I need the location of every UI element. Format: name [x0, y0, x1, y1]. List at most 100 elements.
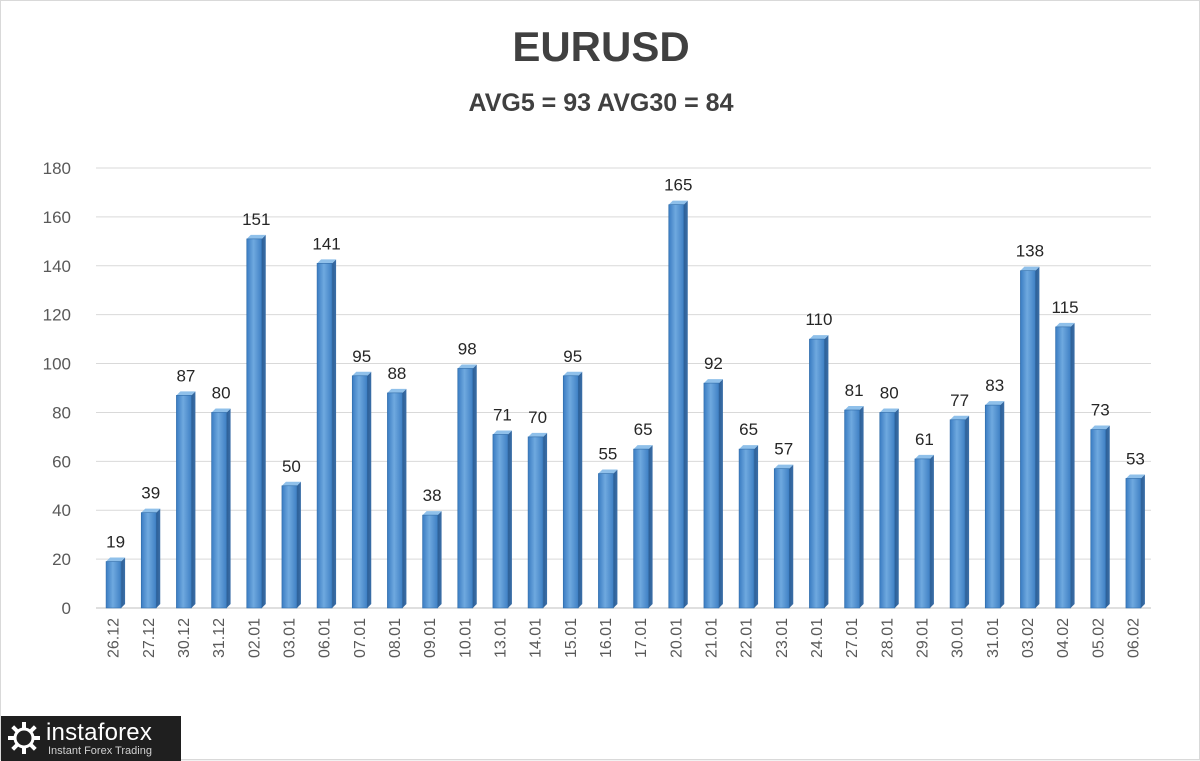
bar-top	[281, 481, 301, 486]
bar	[387, 388, 407, 609]
bar-front	[387, 392, 403, 609]
bar-side	[894, 408, 899, 608]
bar-side	[367, 371, 372, 608]
bar-side	[332, 259, 337, 608]
bar-side	[402, 388, 407, 608]
x-tick-label: 14.01	[528, 618, 545, 658]
bar-top	[879, 408, 899, 413]
data-label: 141	[312, 234, 340, 253]
bar-front	[598, 473, 614, 609]
bar-side	[121, 557, 126, 608]
bar-top	[422, 511, 442, 516]
bar-top	[844, 406, 864, 410]
bar	[176, 391, 196, 609]
data-labels: 19 39 87 80 151 50 141 95 88 38 98 71 70 95 55 65 165 92 6…	[106, 176, 1145, 552]
bar-top	[985, 401, 1005, 406]
x-tick-label: 27.01	[844, 618, 861, 658]
bar-side	[507, 430, 512, 608]
data-label: 61	[915, 430, 934, 449]
bar-front	[949, 419, 966, 609]
data-label: 50	[282, 457, 301, 476]
x-tick-label: 17.01	[633, 618, 650, 658]
bar	[773, 464, 794, 609]
bar	[422, 511, 442, 609]
bar-side	[261, 234, 266, 608]
x-tick-label: 10.01	[457, 618, 474, 658]
data-label: 71	[493, 405, 512, 424]
bar-front	[809, 338, 825, 609]
brand-tagline: Instant Forex Trading	[48, 745, 152, 757]
bars	[105, 200, 1145, 609]
y-tick-label: 120	[43, 306, 71, 325]
data-label: 83	[985, 376, 1004, 395]
x-tick-label: 08.01	[387, 618, 404, 658]
bar-front	[1090, 429, 1107, 609]
x-tick-label: 28.01	[879, 618, 896, 658]
bar	[1055, 322, 1075, 609]
bar-side	[683, 200, 688, 608]
x-tick-label: 06.01	[317, 618, 334, 658]
bar-front	[527, 436, 544, 609]
bar-front	[984, 404, 1001, 609]
bar	[140, 508, 161, 609]
bar-side	[1035, 266, 1040, 608]
bar-front	[281, 485, 298, 609]
bar-top	[914, 454, 934, 459]
bar	[562, 371, 583, 609]
data-label: 80	[212, 383, 231, 402]
x-tick-label: 23.01	[774, 618, 791, 658]
data-label: 138	[1016, 242, 1044, 261]
bar-top	[1020, 266, 1040, 271]
x-tick-label: 30.01	[950, 618, 967, 658]
bar	[316, 259, 337, 609]
bar-top	[528, 432, 548, 437]
data-label: 65	[739, 420, 758, 439]
x-tick-label: 15.01	[563, 618, 580, 658]
data-label: 92	[704, 354, 723, 373]
bar-front	[316, 263, 333, 609]
x-tick-label: 21.01	[703, 618, 720, 658]
x-tick-label: 30.12	[176, 618, 193, 658]
x-tick-label: 29.01	[914, 618, 931, 658]
x-tick-label: 31.12	[211, 618, 228, 658]
y-tick-label: 0	[62, 599, 71, 618]
bar	[105, 557, 126, 609]
x-tick-label: 16.01	[598, 618, 615, 658]
bar-top	[106, 557, 126, 562]
bar-side	[191, 391, 196, 608]
bar	[914, 454, 934, 609]
bar-side	[965, 415, 970, 608]
x-tick-label: 24.01	[809, 618, 826, 658]
y-axis-ticks: 0 20 40 60 80 100 120 140 160 180	[43, 159, 71, 618]
x-tick-label: 07.01	[352, 618, 369, 658]
bar	[598, 469, 618, 609]
y-tick-label: 100	[43, 355, 71, 374]
bar-side	[1105, 425, 1110, 608]
bar-side	[929, 454, 934, 608]
bar-top	[563, 371, 583, 376]
bar-top	[703, 379, 723, 384]
data-label: 19	[106, 533, 125, 552]
bar-side	[754, 445, 759, 608]
bar	[949, 415, 970, 609]
data-label: 57	[774, 440, 793, 459]
bar-top	[457, 364, 477, 369]
bar-front	[562, 375, 579, 609]
bar	[281, 481, 301, 609]
bar-top	[246, 234, 266, 239]
bar-top	[598, 469, 618, 474]
data-label: 53	[1126, 449, 1145, 468]
x-tick-label: 05.02	[1090, 618, 1107, 658]
bar-top	[1090, 425, 1110, 430]
bar-front	[879, 412, 896, 609]
bar-top	[317, 259, 337, 264]
bar-front	[422, 514, 438, 609]
bar	[984, 401, 1005, 609]
bar-front	[140, 512, 157, 609]
bar-front	[703, 382, 720, 609]
data-label: 98	[458, 339, 477, 358]
data-label: 39	[141, 484, 160, 503]
data-label: 88	[387, 364, 406, 383]
bar-top	[176, 391, 196, 396]
